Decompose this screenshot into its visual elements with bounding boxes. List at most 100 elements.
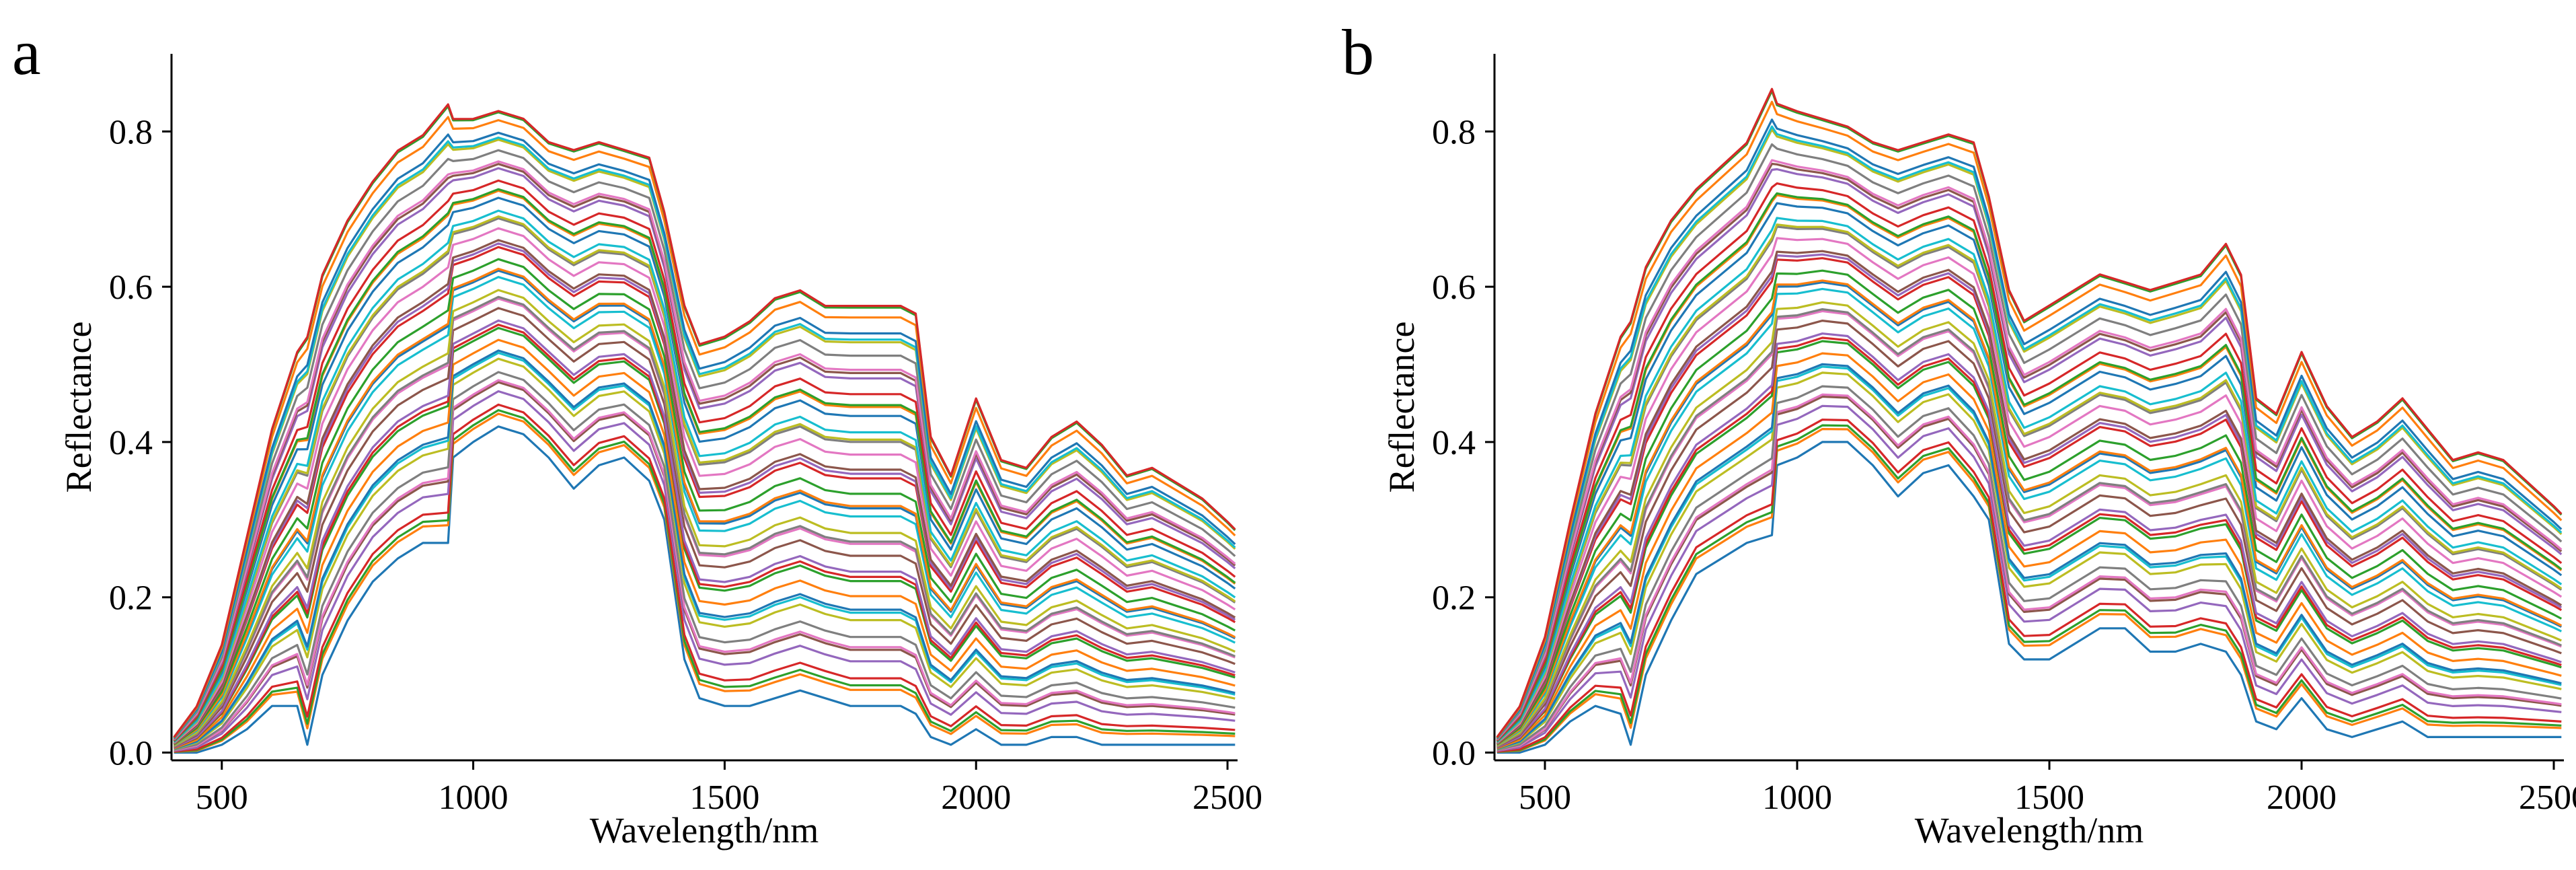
spectrum-line	[1496, 257, 2563, 745]
spectrum-line	[1496, 182, 2563, 741]
spectrum-line	[1496, 162, 2563, 741]
spectrum-line	[1496, 159, 2563, 741]
y-tick-label: 0.0	[109, 734, 153, 772]
spectrum-line	[1496, 237, 2563, 744]
spectrum-line	[174, 412, 1236, 754]
spectrum-line	[174, 379, 1236, 752]
spectrum-line	[1497, 427, 2562, 754]
spectrum-line	[174, 390, 1236, 752]
spectrum-line	[173, 136, 1236, 739]
x-ticks-a: 500 1000 1500 2000 2500	[196, 760, 1262, 817]
spectrum-line	[1496, 279, 2563, 746]
panel-label-a: a	[12, 16, 41, 88]
spectrum-line	[173, 116, 1236, 739]
spectrum-line	[1496, 143, 2563, 740]
spectrum-line	[173, 188, 1236, 742]
spectrum-line	[174, 319, 1236, 749]
spectrum-line	[1496, 118, 2563, 739]
x-tick-label: 1500	[689, 778, 759, 817]
spectrum-line	[1496, 192, 2563, 742]
spectrum-line	[173, 276, 1236, 746]
spectrum-line	[1497, 320, 2562, 748]
spectrum-line	[1497, 365, 2562, 750]
y-ticks-a: 0.0 0.2 0.4 0.6 0.8	[109, 113, 172, 772]
y-tick-label: 0.4	[109, 424, 153, 462]
spectrum-line	[173, 267, 1236, 746]
spectrum-line	[173, 289, 1236, 747]
spectrum-line	[1496, 253, 2563, 745]
spectrum-line	[173, 295, 1236, 748]
spectrum-line	[1497, 385, 2562, 752]
x-tick-label: 1000	[1762, 778, 1832, 817]
x-tick-label: 500	[196, 778, 248, 817]
spectrum-line	[174, 357, 1236, 751]
spectrum-line	[173, 167, 1236, 741]
spectra-group-b	[1496, 87, 2563, 754]
x-tick-label: 2500	[2519, 778, 2576, 817]
y-tick-label: 0.6	[1432, 268, 1476, 307]
spectrum-line	[174, 349, 1236, 750]
spectrum-line	[174, 408, 1236, 753]
spectrum-line	[173, 307, 1236, 748]
panel-label-b: b	[1342, 16, 1374, 88]
spectrum-line	[173, 189, 1236, 742]
spectrum-line	[1497, 404, 2562, 752]
spectrum-line	[174, 425, 1236, 754]
spectrum-line	[174, 403, 1236, 753]
spectrum-line	[173, 103, 1236, 738]
panel-b: b 500 1000 1500 2000 2500 0.0 0.2 0.4 0.…	[1342, 16, 2576, 850]
x-axis-title-a: Wavelength/nm	[590, 810, 819, 850]
x-tick-label: 1500	[2014, 778, 2084, 817]
spectrum-line	[1497, 332, 2562, 749]
spectrum-line	[1497, 419, 2562, 753]
spectrum-line	[173, 242, 1236, 745]
spectrum-line	[173, 227, 1236, 744]
spectrum-line	[1496, 87, 2563, 738]
spectrum-line	[173, 215, 1236, 744]
spectrum-line	[1496, 287, 2563, 746]
y-axis-title-a: Reflectance	[59, 322, 99, 493]
y-axis-title-b: Reflectance	[1381, 322, 1422, 493]
spectrum-line	[173, 246, 1236, 745]
spectrum-line	[173, 239, 1236, 745]
x-tick-label: 2500	[1192, 778, 1262, 817]
y-tick-label: 0.8	[109, 113, 153, 151]
spectrum-line	[173, 131, 1236, 739]
spectrum-line	[1497, 336, 2562, 749]
spectrum-line	[174, 338, 1236, 750]
y-tick-label: 0.0	[1432, 734, 1476, 772]
x-axis-title-b: Wavelength/nm	[1915, 810, 2144, 850]
spectrum-line	[1496, 125, 2563, 739]
spectrum-line	[173, 209, 1236, 743]
spectrum-line	[174, 371, 1236, 752]
spectrum-line	[1497, 393, 2562, 752]
spectrum-line	[1496, 269, 2563, 746]
spectrum-line	[1496, 250, 2563, 745]
spectrum-line	[1496, 223, 2563, 744]
y-ticks-b: 0.0 0.2 0.4 0.6 0.8	[1432, 113, 1494, 772]
x-tick-label: 2000	[941, 778, 1011, 817]
x-ticks-b: 500 1000 1500 2000 2500	[1519, 760, 2576, 817]
spectrum-line	[1497, 424, 2562, 753]
spectrum-line	[174, 324, 1236, 749]
spectrum-line	[1497, 441, 2562, 754]
x-tick-label: 1000	[439, 778, 508, 817]
spectrum-line	[174, 326, 1236, 749]
panel-a: a 500 1000 1500 2000 2500 0.0 0.2 0.4 0.…	[12, 16, 1262, 850]
spectrum-line	[1496, 301, 2562, 747]
spectrum-line	[1497, 363, 2562, 750]
y-tick-label: 0.2	[1432, 579, 1476, 618]
x-tick-label: 2000	[2267, 778, 2337, 817]
spectrum-line	[173, 258, 1236, 746]
y-tick-label: 0.6	[109, 268, 153, 307]
spectrum-line	[1497, 395, 2562, 752]
spectrum-line	[1497, 340, 2562, 749]
spectrum-line	[1496, 202, 2563, 743]
spectrum-line	[1496, 217, 2563, 743]
spectrum-line	[173, 160, 1236, 741]
spectrum-line	[173, 196, 1236, 743]
spectrum-line	[1497, 308, 2562, 748]
spectrum-line	[1497, 352, 2562, 750]
spectrum-line	[173, 149, 1236, 740]
